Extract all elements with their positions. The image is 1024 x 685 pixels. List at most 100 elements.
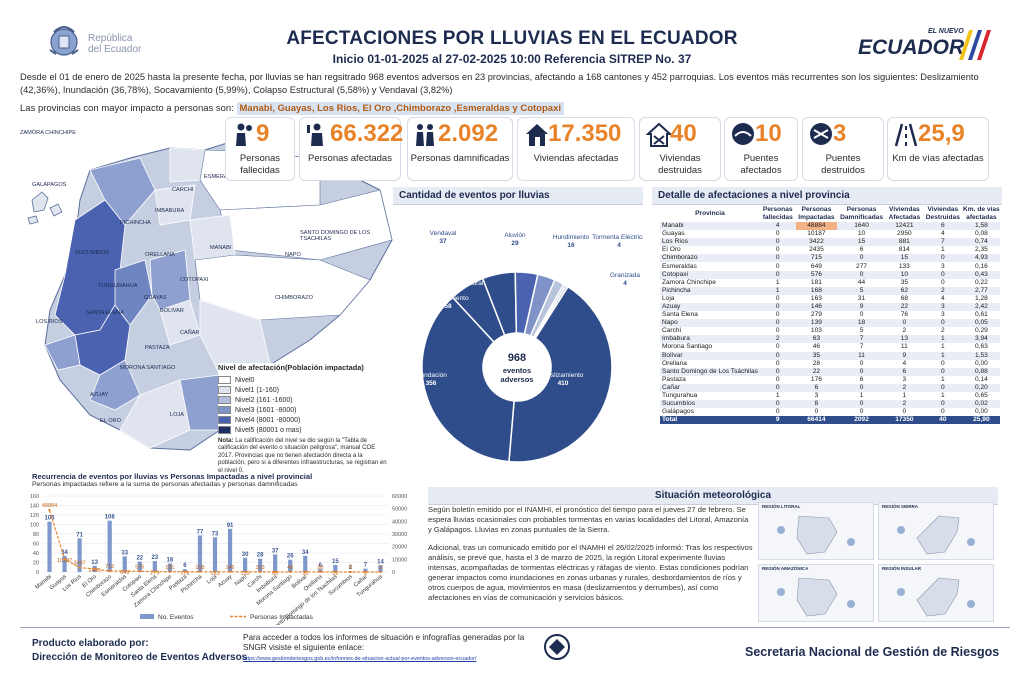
y-left-tick: 20 (33, 561, 39, 567)
legend-swatch (218, 416, 231, 424)
meteo-paragraph-2: Adicional, tras un comunicado emitido po… (428, 543, 753, 602)
y-left-tick: 120 (30, 513, 39, 519)
line-point (123, 569, 126, 573)
line-point (198, 570, 202, 573)
bar-label: 28 (257, 553, 264, 559)
bar-label: 30 (242, 552, 249, 558)
y-right-tick: 20000 (392, 545, 407, 551)
kpi-label: Puentes destruidos (821, 153, 865, 176)
line-point (93, 567, 96, 571)
legend-swatch (218, 406, 231, 414)
table-total-row: Total 9 66414 2092 17350 40 25,90 (660, 416, 1000, 425)
province-label: EL ORO (100, 418, 121, 424)
meteo-title: Situación meteorológica (654, 490, 772, 501)
legend-label: Personas Impactadas (250, 614, 314, 621)
table-header: Provincia (695, 210, 725, 217)
line-label: 103 (256, 565, 265, 571)
table-header: Personas Impactadas (798, 206, 835, 221)
line-point (78, 566, 81, 569)
legend-label: No. Eventos (158, 614, 194, 621)
footer-credits: Producto elaborado por: Dirección de Mon… (32, 638, 248, 663)
province-label: NAPO (285, 252, 301, 258)
bridge-icon (732, 123, 754, 145)
y-right-tick: 60000 (392, 494, 407, 500)
y-left-tick: 40 (33, 551, 39, 557)
line-point (108, 569, 111, 573)
kpi-card: 9 Personas fallecidas (226, 118, 294, 180)
donut-hole (484, 334, 550, 400)
kpi-label: Personas damnificadas (410, 153, 510, 164)
bar (258, 558, 263, 572)
province-label: SANTA ELENA (86, 310, 124, 316)
line-label: 2435 (89, 568, 101, 574)
bar-label: 22 (136, 556, 143, 562)
donut-label: Deslizamiento (543, 372, 584, 379)
line-label: 48884 (42, 503, 57, 509)
line-label: 3437 (73, 561, 85, 567)
forecast-map: REGIÓN LITORAL (758, 502, 874, 560)
bar (152, 561, 157, 572)
bar (318, 569, 323, 572)
y-left-tick: 140 (30, 504, 39, 510)
events-vs-people-chart: 0 20 40 60 80 100 120 140 160 0 10000 20000 30000 400… (20, 490, 425, 631)
province-label: PASTAZA (145, 345, 170, 351)
province-label: AZUAY (90, 392, 109, 398)
bar-label: 23 (151, 555, 158, 561)
table-row: Santo Domingo de Los Tsáchilas 0 22 0 6 0 0,88 (660, 367, 1000, 376)
line-label: 176 (180, 571, 189, 577)
page-subtitle: Inicio 01-01-2025 al 27-02-2025 10:00 Re… (332, 52, 692, 66)
line-label: 35 (302, 571, 308, 577)
province-label: BOLIVAR (160, 308, 184, 314)
bar-chart-subtitle: Personas impactadas refiere a la suma de… (32, 481, 298, 488)
bar-label: 34 (302, 550, 309, 556)
table-row: Manabi 4 48884 1640 12421 6 1,58 (660, 222, 1000, 231)
kpi-card: 3 Puentes destruidos (803, 118, 883, 180)
bar (197, 535, 203, 572)
donut-slice (533, 284, 569, 340)
line-label: 279 (150, 571, 159, 577)
table-row: El Oro 0 2435 6 814 1 2,35 (662, 246, 988, 254)
bar-label: 6 (319, 563, 323, 569)
bar-label: 2 (349, 565, 353, 571)
table-row: Orellana 0 28 0 4 0 0,00 (662, 359, 988, 367)
province-label: CHIMBORAZO (275, 295, 313, 301)
province-label: LOS RIOS (36, 319, 63, 325)
bridge-destroyed-icon (810, 123, 832, 145)
bar-label: 34 (61, 550, 68, 556)
provinces-impact-line: Las provincias con mayor impacto a perso… (20, 102, 564, 115)
donut-label: Socavamiento (427, 295, 469, 302)
page-title: AFECTACIONES POR LLUVIAS EN EL ECUADOR (286, 28, 738, 49)
kpi-card: 17.350 Viviendas afectadas (518, 118, 634, 180)
bar (227, 528, 233, 572)
table-row: Santa Elena 0 279 0 76 3 0,61 (662, 311, 988, 319)
bar-chart-header: Recurrencia de eventos por lluvias vs Pe… (32, 472, 412, 488)
table-row: Azuay 0 146 9 22 3 2,42 (660, 302, 1000, 312)
bar (378, 565, 383, 572)
events-donut-chart: Deslizamiento 410 Inundación 356 Socavamient… (393, 205, 646, 473)
family-icon (416, 124, 434, 146)
provinces-label: Las provincias con mayor impacto a perso… (20, 103, 234, 114)
sngr-link[interactable]: https://www.gestionderiesgos.gob.ec/info… (243, 656, 477, 662)
meteo-paragraph-1: Según boletín emitido por el INAMHI, el … (428, 505, 749, 534)
kpi-value: 25,9 (918, 120, 965, 147)
legend-swatch (218, 386, 231, 394)
flag-stripes-icon (959, 30, 991, 60)
legend-bar-swatch (140, 614, 154, 619)
province-label: SUCUMBIOS (75, 250, 109, 256)
galapagos-label: GALÁPAGOS (32, 182, 67, 188)
province-label: IMBABURA (155, 208, 185, 214)
table-row: Chimborazo 0 715 0 15 0 4,93 (660, 254, 1000, 263)
table-row: Cotopaxi 0 576 0 10 0 0,43 (660, 270, 1000, 279)
bar-label: 6 (183, 563, 187, 569)
donut-value: 16 (567, 242, 575, 249)
line-point (289, 570, 292, 574)
el-nuevo-ecuador-logo: EL NUEVO ECUADOR (858, 26, 998, 64)
kpi-label: Viviendas destruidas (658, 153, 702, 176)
line-label: 576 (135, 564, 144, 570)
table-row: Pichincha 1 168 5 62 2 2,77 (660, 286, 1000, 295)
bar (62, 555, 67, 572)
provinces-value: Manabi, Guayas, Los Rios, El Oro ,Chimbo… (236, 102, 564, 115)
bar (47, 521, 52, 572)
kpi-label: Km de vías afectadas (892, 153, 984, 164)
province-label: ORELLANA (145, 252, 175, 258)
